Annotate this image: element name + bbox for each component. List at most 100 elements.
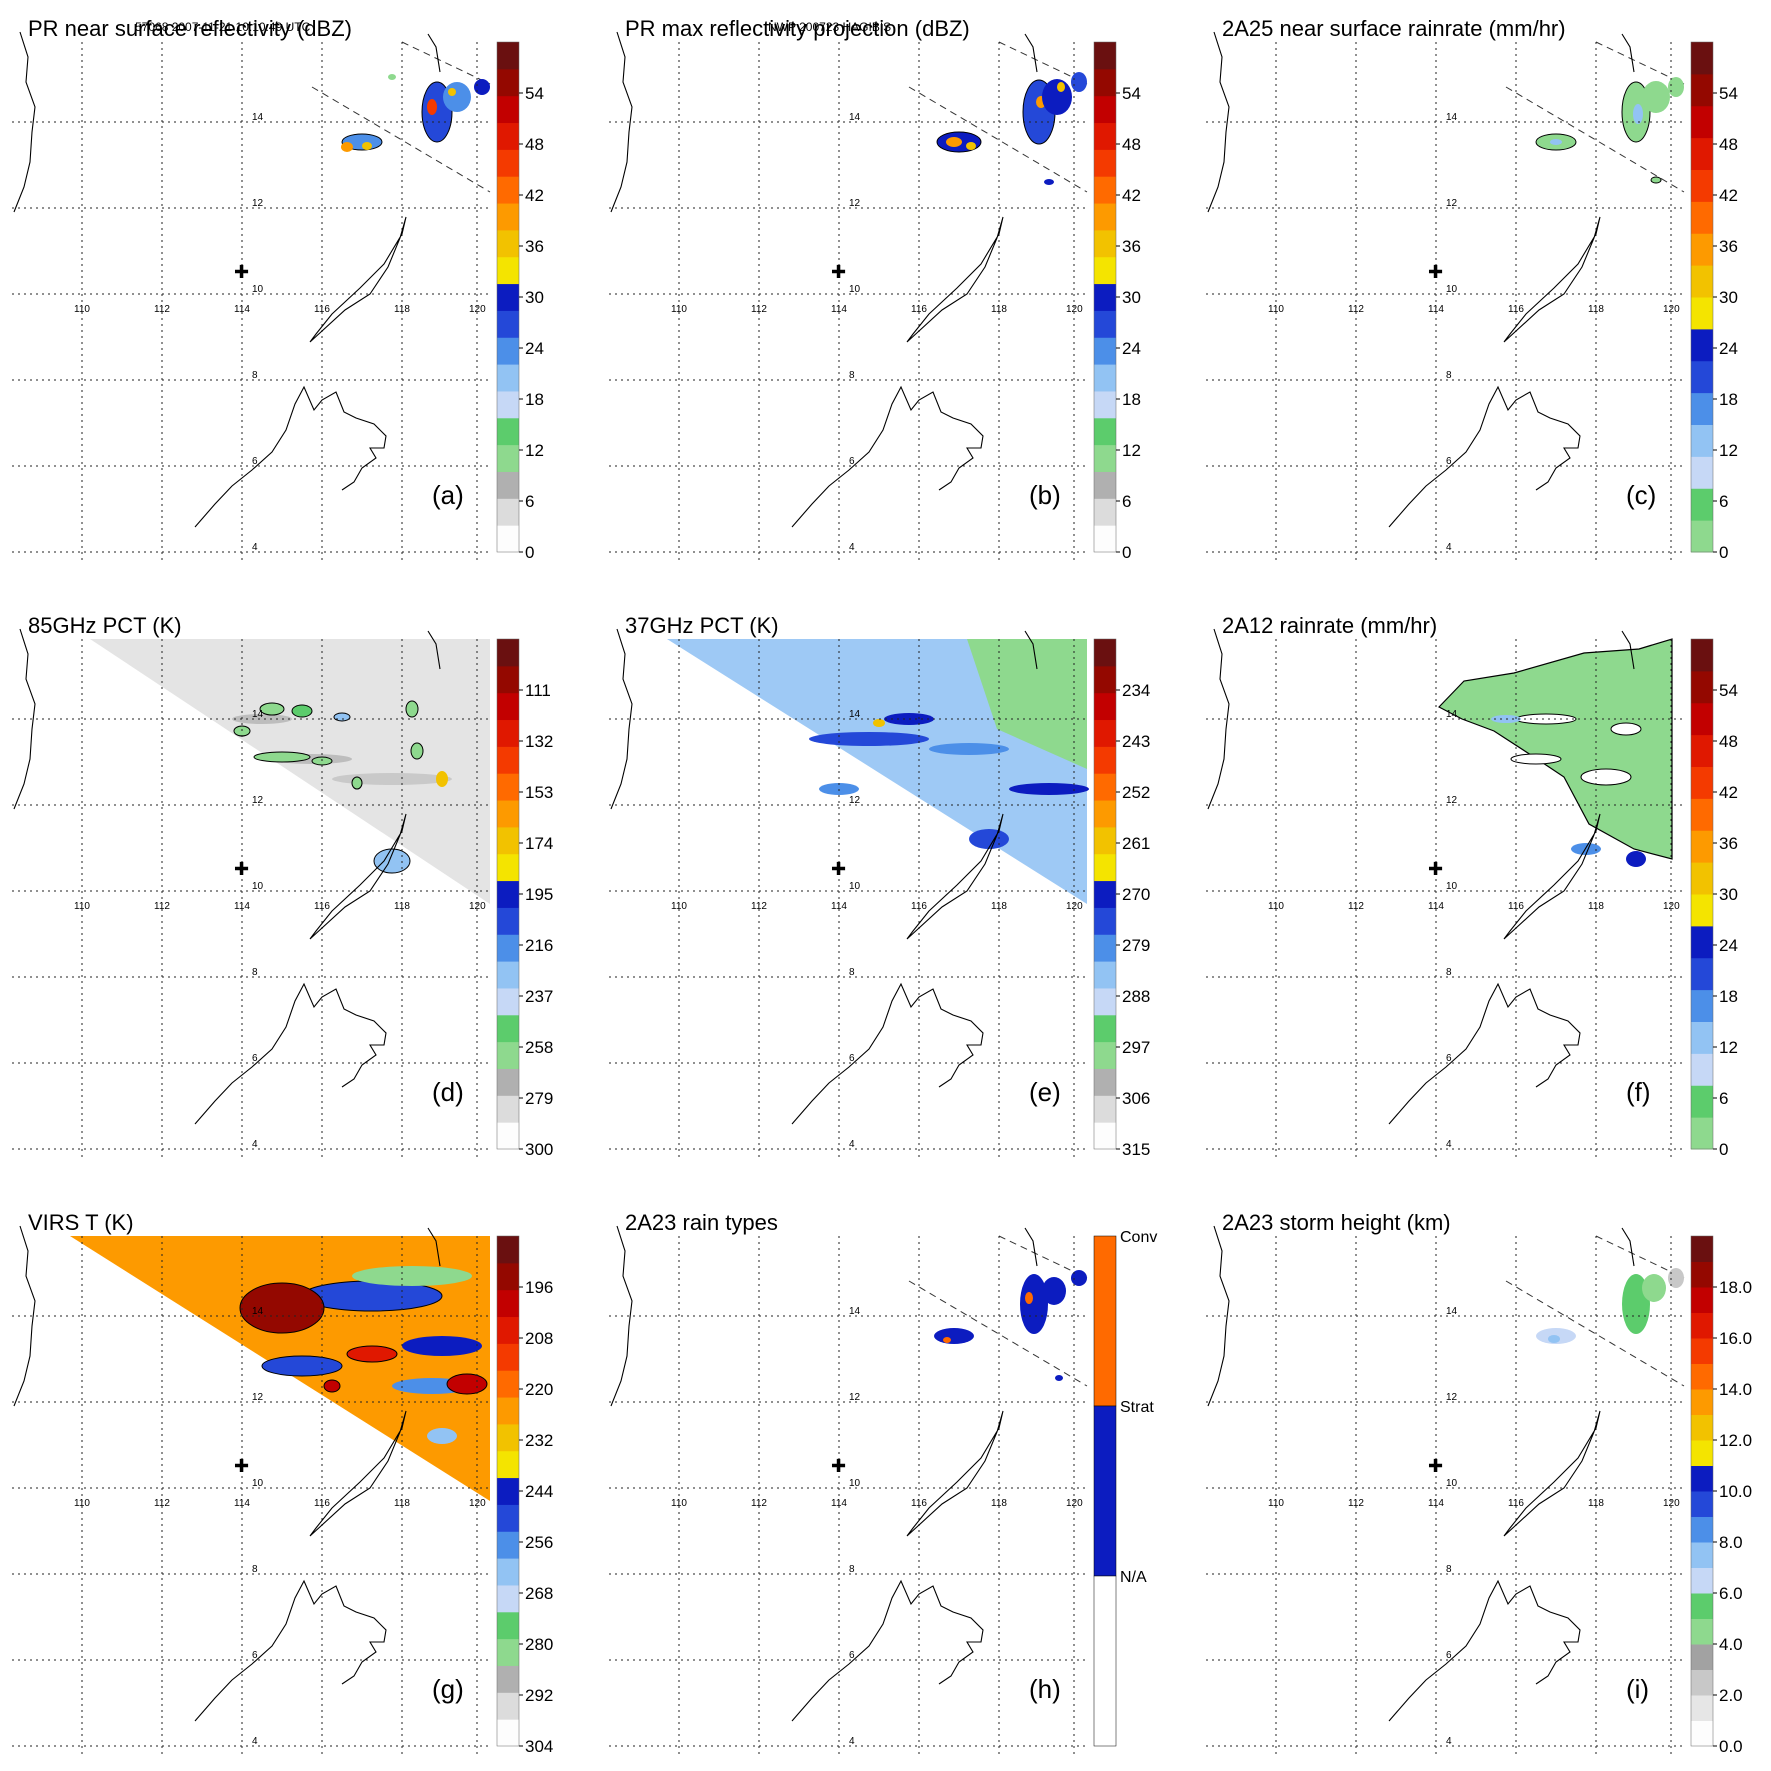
colorbar-tick-label: 234 xyxy=(1122,681,1150,700)
colorbar-band xyxy=(1691,1287,1713,1313)
cloud-top-feature xyxy=(239,1282,325,1334)
lon-tick-label: 114 xyxy=(234,304,250,315)
panel-title: PR max reflectivity projection (dBZ) xyxy=(625,16,970,41)
vietnam-coast xyxy=(1207,628,1230,810)
lon-tick-label: 118 xyxy=(394,304,410,315)
colorbar-band xyxy=(497,692,519,721)
colorbar-tick-label: 12.0 xyxy=(1719,1431,1752,1450)
colorbar-band xyxy=(1094,42,1116,70)
lon-tick-label: 112 xyxy=(751,901,767,912)
reflectivity-cell xyxy=(448,88,456,96)
colorbar-tick-label: 18.0 xyxy=(1719,1278,1752,1297)
lat-tick-label: 4 xyxy=(1446,542,1452,553)
panel-e-plot: 110 112 114 116 118 120 14 12 10 8 6 4 ✚ 234 243 252 261… xyxy=(609,628,1150,1159)
coastlines xyxy=(13,628,441,1125)
colorbar-tick-label: 8.0 xyxy=(1719,1533,1743,1552)
panel-f-plot: 110 112 114 116 118 120141210864✚544842363024… xyxy=(1206,628,1738,1159)
lat-tick-label: 12 xyxy=(1446,795,1458,806)
reflectivity-cell xyxy=(1044,179,1054,185)
panel-f: 110 112 114 116 118 120 14 12 10 8 6 4 ✚ 54 48 42 36 30 24… xyxy=(1194,609,1754,1169)
colorbar-band xyxy=(1094,880,1116,908)
colorbar-band xyxy=(1094,498,1116,526)
colorbar-band xyxy=(1691,456,1713,489)
colorbar-band xyxy=(1691,1720,1713,1747)
colorbar-band xyxy=(1691,520,1713,553)
colorbar-band xyxy=(497,987,519,1016)
lat-tick-label: 8 xyxy=(252,1564,258,1575)
storm-height-cell xyxy=(1642,1274,1666,1302)
rainrate-feature xyxy=(1580,768,1632,786)
colorbar-band xyxy=(1094,907,1116,935)
colorbar-band xyxy=(1691,297,1713,330)
lat-tick-label: 4 xyxy=(1446,1139,1452,1150)
colorbar-band xyxy=(497,283,519,311)
panel-title: 2A23 rain types xyxy=(625,1210,778,1235)
lat-tick-label: 12 xyxy=(252,1392,264,1403)
lon-tick-label: 118 xyxy=(991,304,1007,315)
lat-tick-label: 10 xyxy=(252,1478,264,1489)
colorbar-band xyxy=(1691,1644,1713,1670)
colorbar-band xyxy=(1691,1542,1713,1568)
cloud-top-feature xyxy=(402,1336,482,1356)
panel-i: 110 112 114 116 118 120 14 12 10 8 6 4 ✚ 18.0 16.0 14.0… xyxy=(1194,1206,1754,1766)
colorbar-band xyxy=(497,1692,519,1720)
colorbar-tick-label: 208 xyxy=(525,1329,553,1348)
lat-tick-label: 6 xyxy=(1446,456,1452,467)
colorbar-tick-label: 297 xyxy=(1122,1038,1150,1057)
borneo-coast xyxy=(194,385,387,528)
colorbar-tick-label: 288 xyxy=(1122,987,1150,1006)
rain-type-cell xyxy=(1055,1375,1063,1381)
swath-edge xyxy=(311,86,491,193)
storm-center-marker: ✚ xyxy=(1428,262,1443,283)
lat-tick-label: 14 xyxy=(252,709,264,720)
colorbar-segment xyxy=(1093,1235,1117,1407)
luzon-coast xyxy=(1024,33,1038,73)
panel-g-plot: 110 112 114 116 118 120 14 12 10 8 6 4 ✚ 196 208 220 232… xyxy=(12,1225,553,1756)
lon-tick-label: 120 xyxy=(1066,1498,1083,1509)
colorbar-tick-label: 12 xyxy=(1719,441,1738,460)
colorbar-tick-label: 243 xyxy=(1122,732,1150,751)
colorbar-band xyxy=(1094,853,1116,882)
lon-tick-label: 114 xyxy=(1428,1498,1444,1509)
rainrate-feature xyxy=(1626,851,1646,867)
colorbar-tick-label: 30 xyxy=(1122,288,1141,307)
storm-height-cell xyxy=(1668,1268,1684,1288)
colorbar-band xyxy=(497,1289,519,1318)
storm-center-marker: ✚ xyxy=(831,1456,846,1477)
swath-edge xyxy=(998,41,1088,85)
colorbar-band xyxy=(1094,417,1116,446)
colorbar-tick-label: 36 xyxy=(525,237,544,256)
lat-tick-label: 10 xyxy=(252,881,264,892)
swath-edge xyxy=(1505,1280,1685,1387)
colorbar-band xyxy=(1094,283,1116,311)
reflectivity-cell xyxy=(362,142,372,150)
orbit-timestamp: 57068 2007-11-21 10:10:49 UTC xyxy=(135,20,311,34)
lat-tick-label: 14 xyxy=(1446,709,1458,720)
colorbar-band xyxy=(497,800,519,828)
pct-warm-region xyxy=(967,639,1087,769)
panel-title: VIRS T (K) xyxy=(28,1210,134,1235)
colorbar-band xyxy=(1094,826,1116,855)
rainrate-cell xyxy=(1642,81,1670,113)
colorbar-band xyxy=(1094,961,1116,989)
swath-edge xyxy=(908,1280,1088,1387)
cloud-top-feature xyxy=(346,1345,398,1363)
lon-tick-label: 114 xyxy=(831,901,847,912)
colorbar-category-label: Conv xyxy=(1120,1229,1157,1246)
rainrate-feature xyxy=(1571,843,1601,855)
colorbar-tick-label: 14.0 xyxy=(1719,1380,1752,1399)
colorbar-band xyxy=(1691,862,1713,895)
pct-feature xyxy=(373,848,411,874)
lat-tick-label: 6 xyxy=(252,1053,258,1064)
panel-c: 110 112 114 116 118 120 14 12 10 8 6 4 ✚ 54 48 42 36 30 24… xyxy=(1194,12,1754,572)
colorbar-band xyxy=(1691,1491,1713,1517)
colorbar-band xyxy=(1691,957,1713,991)
colorbar-band xyxy=(1691,1021,1713,1054)
rain-type-cell xyxy=(1071,1270,1087,1286)
borneo-coast xyxy=(194,982,387,1125)
pct-feature xyxy=(809,732,929,746)
colorbar-tick-label: 244 xyxy=(525,1482,553,1501)
lon-tick-label: 118 xyxy=(1588,901,1604,912)
cloud-top-feature xyxy=(323,1379,341,1393)
lat-tick-label: 4 xyxy=(252,1139,258,1150)
